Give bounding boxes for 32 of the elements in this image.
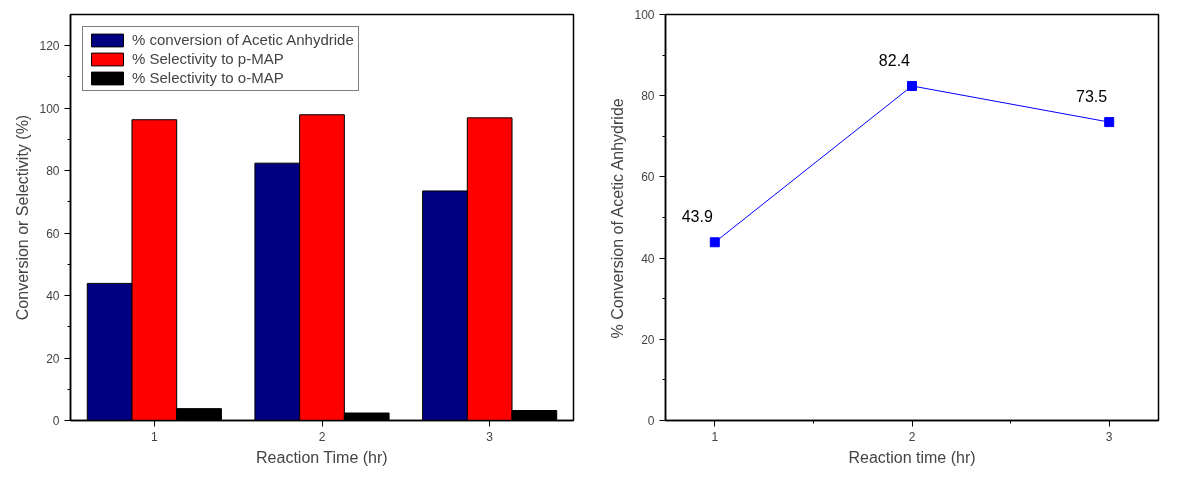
y-tick-label: 60 bbox=[46, 226, 60, 241]
y-tick-label: 100 bbox=[39, 101, 60, 116]
x-tick-label: 3 bbox=[486, 429, 494, 444]
point bbox=[709, 237, 720, 248]
y-tick-label: 40 bbox=[46, 289, 60, 304]
x-axis-title: Reaction time (hr) bbox=[848, 448, 976, 466]
legend-label: % conversion of Acetic Anhydride bbox=[132, 31, 354, 48]
x-tick-label: 1 bbox=[711, 429, 719, 444]
y-axis-title: Conversion or Selectivity (%) bbox=[14, 114, 32, 321]
point bbox=[907, 80, 917, 91]
x-tick-label: 3 bbox=[1105, 429, 1113, 444]
y-tick-label: 20 bbox=[46, 351, 60, 366]
legend-label: % Selectivity to o-MAP bbox=[132, 69, 284, 86]
y-tick-label: 40 bbox=[641, 251, 655, 266]
y-tick-label: 80 bbox=[46, 164, 60, 179]
point bbox=[1104, 117, 1115, 128]
x-tick-label: 2 bbox=[908, 429, 916, 444]
legend-label: % Selectivity to p-MAP bbox=[132, 50, 284, 67]
y-tick-label: 60 bbox=[641, 170, 655, 185]
data-label: 82.4 bbox=[878, 51, 911, 69]
y-tick-label: 100 bbox=[634, 8, 655, 22]
data-label: 43.9 bbox=[681, 208, 713, 226]
data-label: 73.5 bbox=[1076, 88, 1108, 106]
y-tick-label: 0 bbox=[52, 414, 60, 428]
y-tick-label: 20 bbox=[641, 332, 655, 347]
x-axis-title: Reaction Time (hr) bbox=[256, 448, 388, 466]
x-tick-label: 1 bbox=[151, 429, 158, 444]
y-axis-title: % Conversion of Acetic Anhydride bbox=[609, 98, 627, 339]
y-tick-label: 0 bbox=[647, 414, 655, 428]
y-tick-label: 80 bbox=[641, 89, 655, 104]
x-tick-label: 2 bbox=[318, 429, 326, 444]
y-tick-label: 120 bbox=[39, 39, 60, 54]
